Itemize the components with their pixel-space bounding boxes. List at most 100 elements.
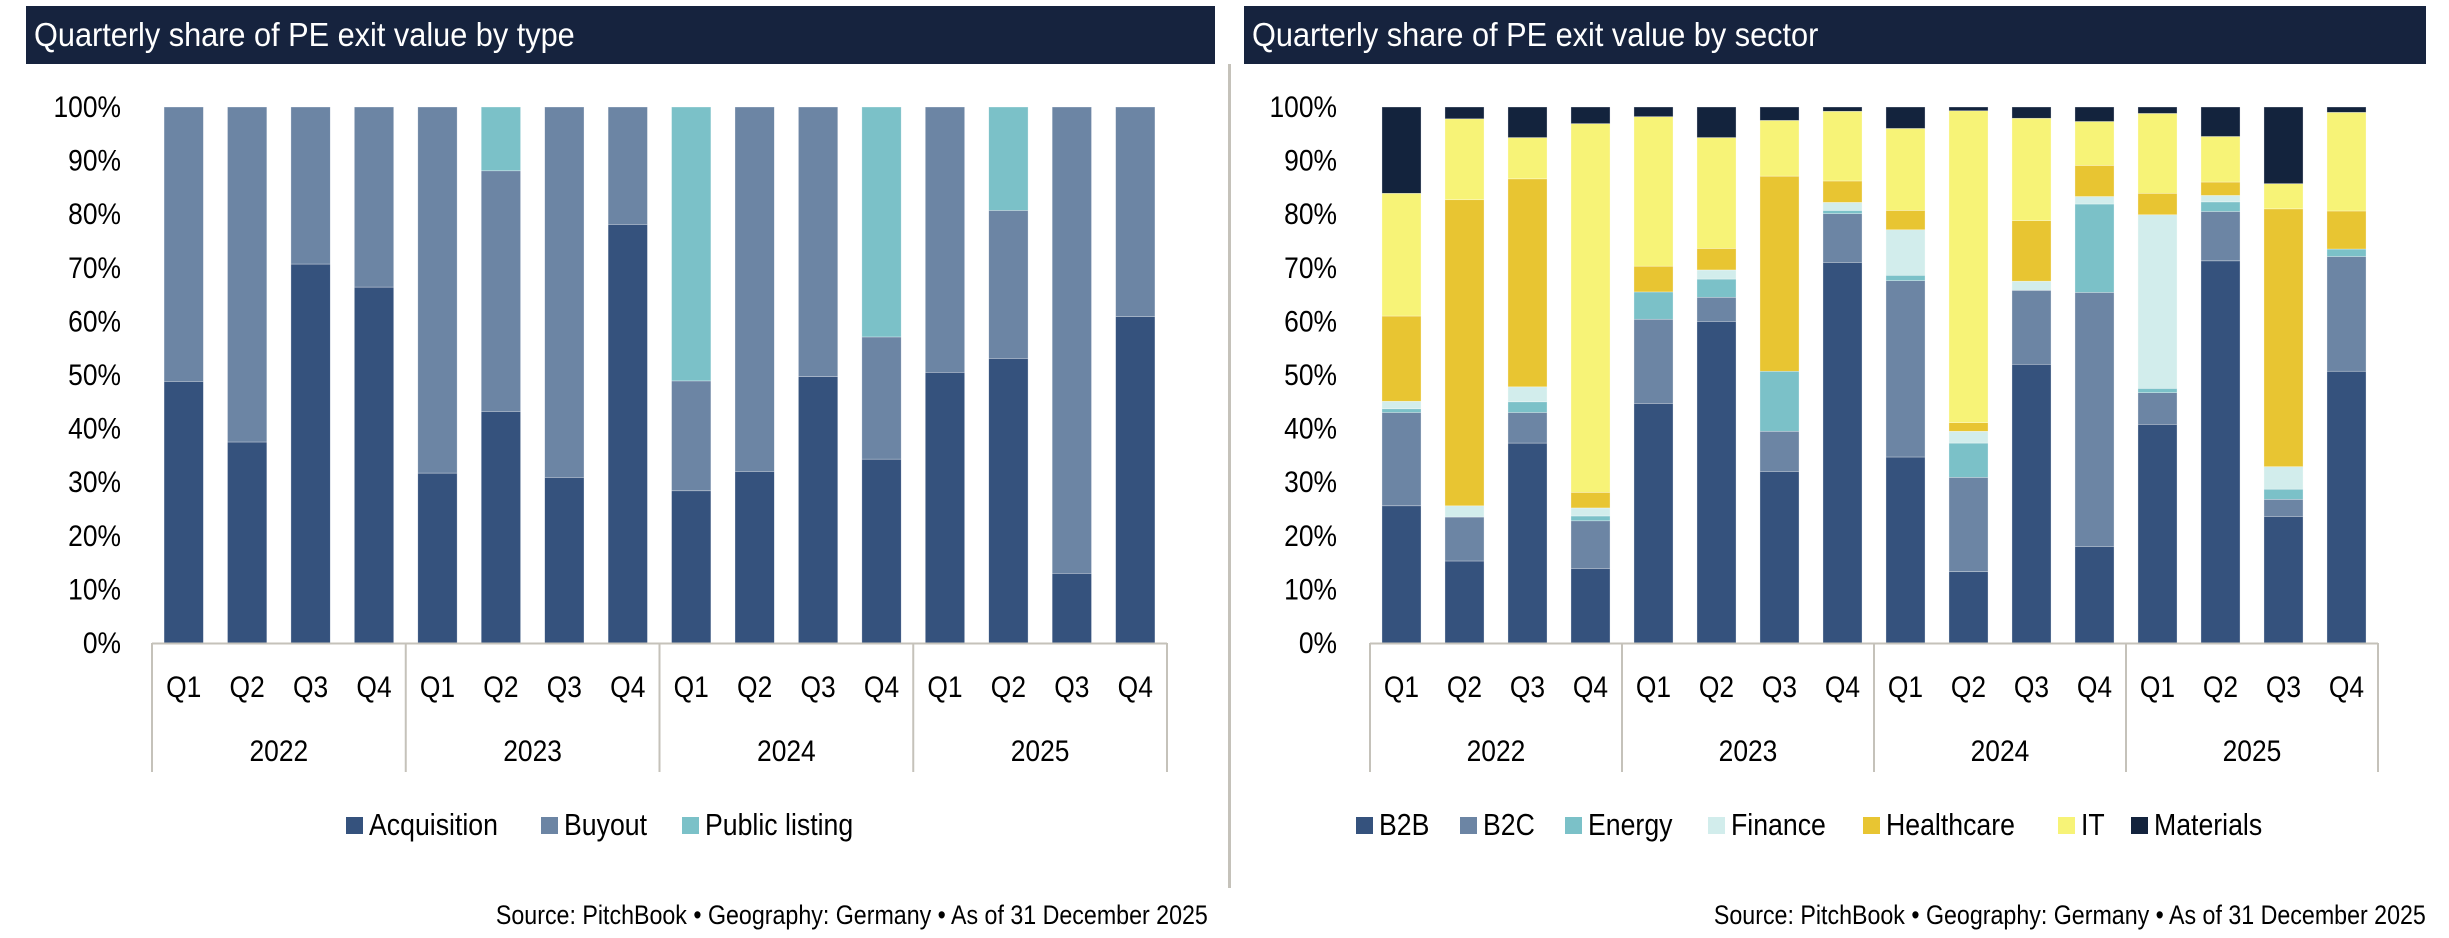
legend-swatch (540, 816, 558, 834)
bar-segment-buyout (671, 380, 712, 492)
bar-segment-public-listing (988, 106, 1029, 211)
chart-title-text: Quarterly share of PE exit value by type (34, 16, 575, 53)
bar-segment-finance (2263, 466, 2304, 490)
bar-segment-healthcare (1885, 210, 1926, 231)
legend-label: Energy (1587, 807, 1673, 842)
bar-segment-it (1885, 128, 1926, 211)
chart-exit-value-by-sector: 0% 10% 20% 30% 40% 50% 60% 70% 80% 90% 100% Q1 Q2 Q3 Q… (1269, 89, 2379, 772)
bar-segment-materials (2200, 106, 2241, 137)
legend-swatch (682, 816, 700, 834)
bar-segment-materials (1507, 106, 1548, 138)
bar-segment-it (2263, 183, 2304, 210)
bar-segment-b2b (1444, 560, 1485, 644)
bar-segment-materials (1444, 106, 1485, 120)
y-tick-label: 70% (68, 250, 121, 284)
legend-label: B2C (1482, 807, 1535, 842)
bar-segment-healthcare (2011, 220, 2052, 282)
x-tick-label: Q2 (1699, 669, 1734, 703)
x-tick-label: Q4 (1573, 669, 1608, 703)
bar-segment-materials (1633, 106, 1674, 117)
bar-segment-b2c (1822, 213, 1863, 263)
bar-segment-public-listing (671, 106, 712, 382)
bar-segment-it (2326, 112, 2367, 212)
y-tick-label: 100% (53, 89, 121, 123)
x-tick-label: Q4 (610, 669, 645, 703)
bar-segment-b2c (1444, 516, 1485, 562)
chart-title-by-type: Quarterly share of PE exit value by type (26, 6, 1215, 64)
bar-segment-healthcare (2200, 181, 2241, 196)
bar-segment-b2c (2074, 292, 2115, 547)
bar-segment-acquisition (1051, 573, 1092, 644)
bar-segment-buyout (354, 106, 394, 288)
bar-segment-acquisition (480, 411, 521, 644)
legend-label: Finance (1731, 807, 1827, 842)
x-tick-label: Q2 (1447, 669, 1482, 703)
legend-item-energy: Energy (1564, 807, 1678, 843)
x-tick-label: Q3 (1510, 669, 1545, 703)
bar-segment-energy (2326, 248, 2367, 257)
legend-item-healthcare: Healthcare (1863, 807, 2028, 843)
bar-segment-it (1948, 110, 1989, 424)
source-text: Source: PitchBook • Geography: Germany •… (1714, 900, 2426, 930)
legend-swatch (2058, 816, 2076, 834)
bar-segment-healthcare (2263, 208, 2304, 467)
x-tick-label: Q4 (1825, 669, 1860, 703)
bar-segment-energy (1759, 370, 1800, 432)
bar-segment-healthcare (1444, 199, 1485, 507)
x-tick-label: Q1 (420, 669, 455, 703)
bar-segment-finance (1696, 269, 1737, 280)
bar-segment-materials (2137, 106, 2178, 114)
x-tick-label: Q1 (166, 669, 201, 703)
bar-segment-acquisition (925, 372, 965, 644)
chart-exit-value-by-type: 0% 10% 20% 30% 40% 50% 60% 70% 80% 90% 100% Q1 Q2 Q3 Q… (53, 89, 1168, 772)
bar-segment-buyout (798, 106, 839, 377)
legend-item-b2c: B2C (1459, 807, 1535, 843)
bar-segment-acquisition (163, 381, 204, 644)
source-note-left: Source: PitchBook • Geography: Germany •… (380, 900, 1208, 931)
bar-segment-healthcare (1507, 178, 1548, 388)
x-tick-label: Q3 (800, 669, 835, 703)
year-group-label: 2024 (1971, 733, 2030, 767)
bar-segment-b2b (2137, 424, 2178, 644)
bar-segment-it (1696, 137, 1737, 249)
legend-label: Materials (2153, 807, 2263, 842)
bar-segment-b2b (2074, 546, 2115, 644)
x-tick-label: Q2 (991, 669, 1026, 703)
bar-segment-b2c (1570, 520, 1611, 569)
bar-segment-it (1759, 120, 1800, 177)
bar-segment-energy (1570, 515, 1611, 522)
legend-swatch (1356, 816, 1373, 834)
bar-segment-b2c (1885, 280, 1926, 458)
x-tick-label: Q4 (864, 669, 899, 703)
year-group-label: 2023 (1719, 733, 1778, 767)
bar-segment-healthcare (1633, 265, 1674, 293)
y-tick-label: 10% (1284, 572, 1337, 606)
x-tick-label: Q1 (1636, 669, 1671, 703)
y-tick-label: 10% (68, 572, 121, 606)
bar-segment-it (1444, 118, 1485, 201)
bar-segment-buyout (290, 106, 331, 265)
bar-segment-healthcare (1948, 422, 1989, 432)
bar-segment-b2c (1696, 296, 1737, 322)
bar-segment-b2b (2326, 370, 2367, 644)
legend-label: Healthcare (1886, 807, 2016, 842)
bar-segment-energy (1381, 408, 1422, 413)
bar-segment-materials (2074, 106, 2115, 122)
legend-item-finance: Finance (1708, 807, 1833, 843)
year-group-label: 2022 (1467, 733, 1526, 767)
legend-swatch (1863, 816, 1881, 834)
y-tick-label: 60% (1284, 304, 1337, 338)
bar-segment-acquisition (290, 263, 331, 644)
bar-segment-acquisition (988, 358, 1029, 644)
bar-segment-materials (1822, 106, 1863, 112)
y-tick-label: 40% (1284, 411, 1337, 445)
bar-segment-energy (1696, 278, 1737, 298)
x-tick-label: Q3 (1762, 669, 1797, 703)
y-tick-label: 70% (1284, 250, 1337, 284)
bar-segment-energy (2074, 203, 2115, 293)
legend-label: Buyout (563, 807, 647, 842)
legend-swatch (2130, 816, 2148, 834)
bar-segment-b2b (2200, 260, 2241, 644)
bar-segment-finance (1822, 202, 1863, 211)
bar-segment-acquisition (417, 472, 458, 644)
